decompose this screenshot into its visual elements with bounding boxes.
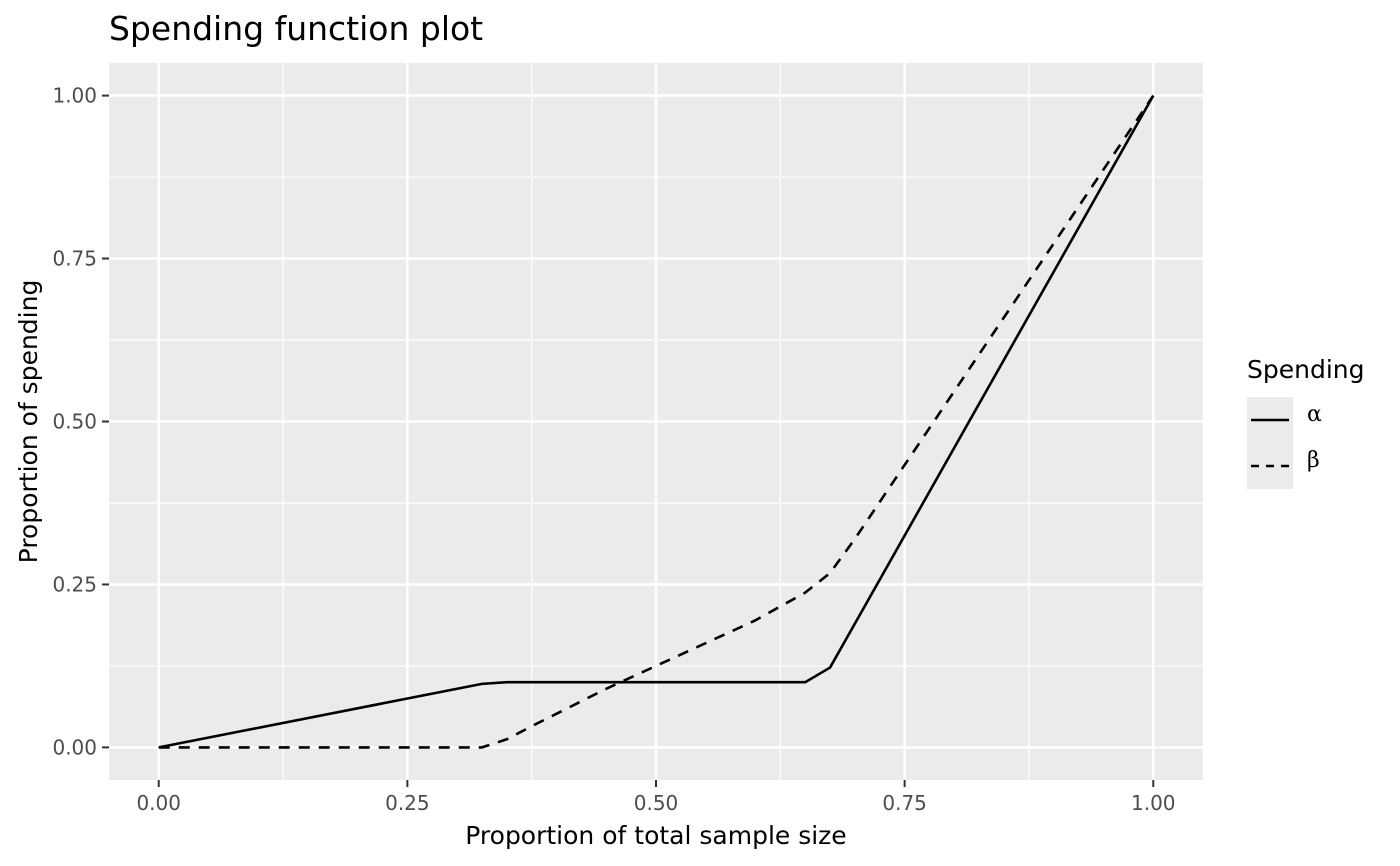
grid-major: [109, 63, 1203, 780]
y-axis-ticks: 0.00 0.25 0.50 0.75 1.00: [52, 84, 109, 759]
y-tick-label: 0.50: [52, 410, 97, 434]
series-line-alpha: [158, 94, 1155, 749]
chart-title: Spending function plot: [109, 9, 483, 48]
y-tick-label: 0.00: [52, 735, 97, 759]
legend-label-beta: β: [1307, 448, 1320, 473]
y-tick-label: 0.25: [52, 572, 97, 596]
legend-key-background: [1247, 397, 1293, 489]
x-axis-title: Proportion of total sample size: [465, 821, 846, 850]
legend-items: αβ: [1251, 402, 1322, 473]
x-tick-label: 0.50: [634, 791, 679, 815]
x-tick-label: 0.00: [136, 791, 181, 815]
series-line-beta: [158, 94, 1155, 749]
x-axis-ticks: 0.00 0.25 0.50 0.75 1.00: [136, 780, 1176, 815]
x-tick-label: 0.75: [882, 791, 927, 815]
y-tick-label: 1.00: [52, 84, 97, 108]
x-tick-label: 0.25: [385, 791, 430, 815]
legend-label-alpha: α: [1307, 402, 1322, 427]
series-layer: [158, 94, 1155, 749]
x-tick-label: 1.00: [1131, 791, 1176, 815]
y-tick-label: 0.75: [52, 247, 97, 271]
y-axis-title: Proportion of spending: [14, 280, 43, 564]
legend-title: Spending: [1247, 355, 1365, 384]
legend: Spending αβ: [1247, 355, 1365, 489]
